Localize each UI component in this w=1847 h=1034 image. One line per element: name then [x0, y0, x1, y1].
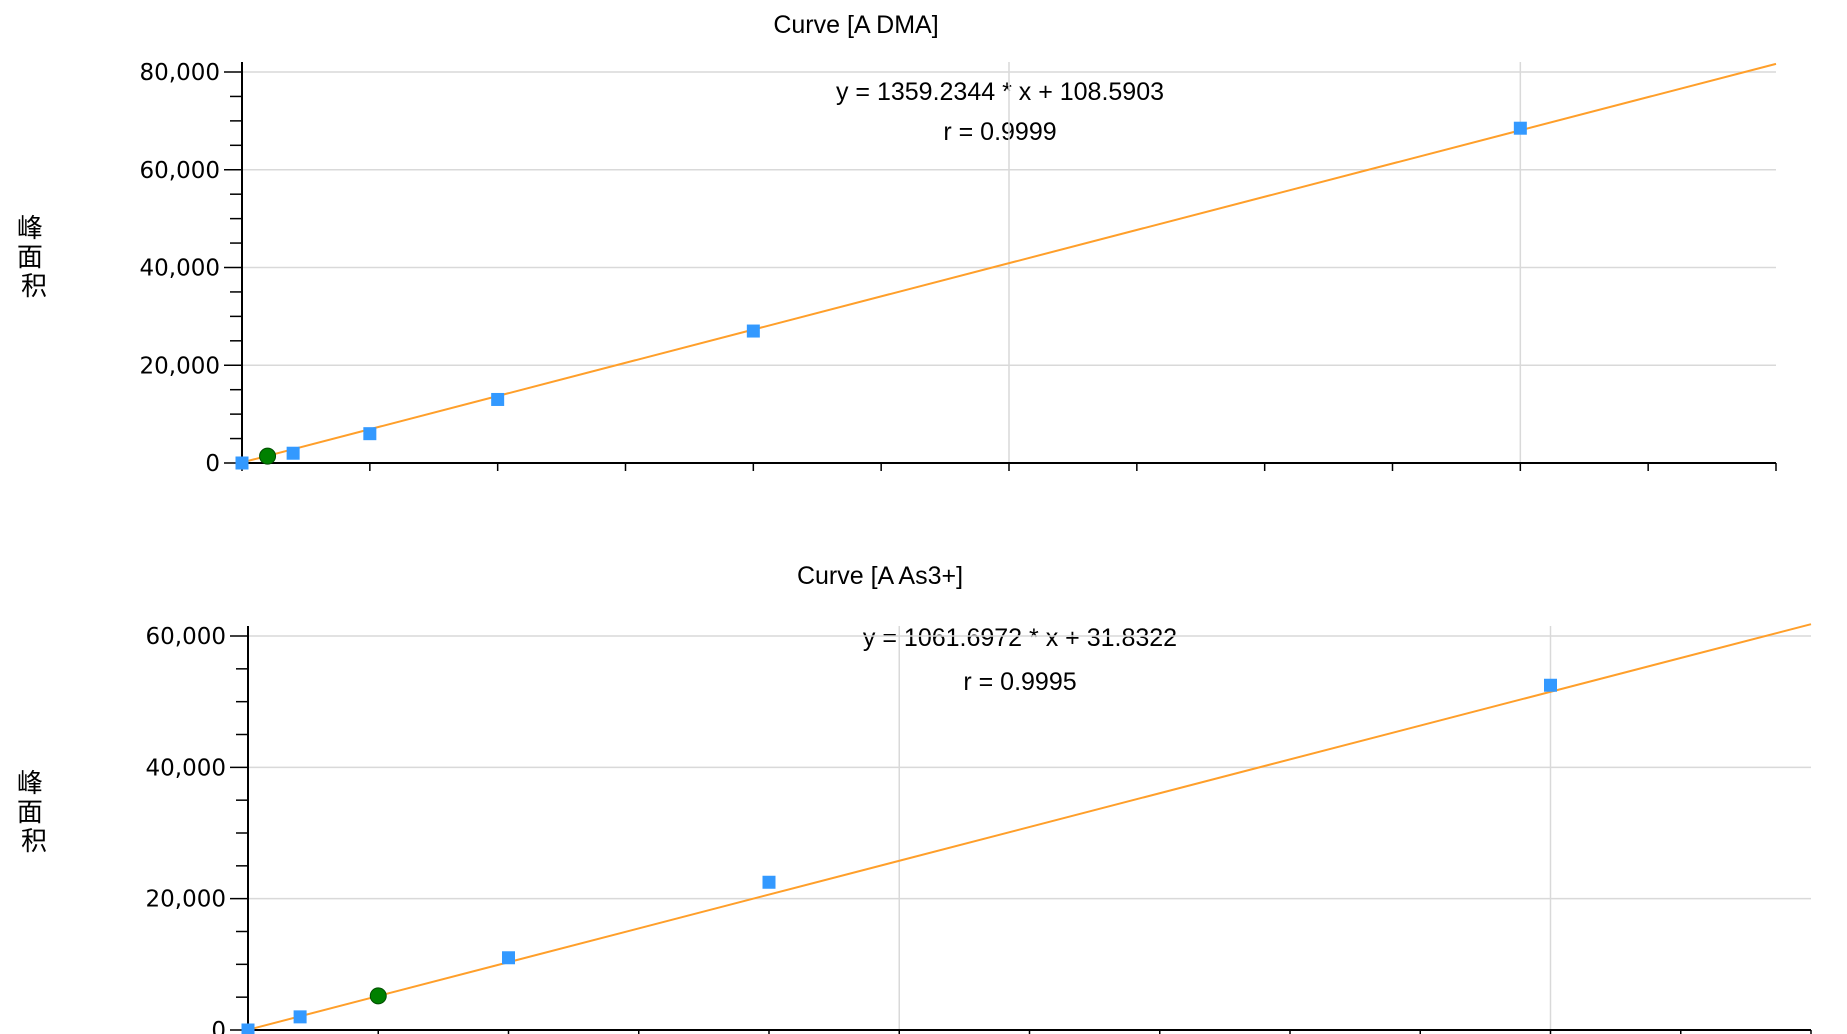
y-axis-label-char-2: 面: [17, 243, 43, 273]
y-tick-label: 20,000: [146, 887, 226, 913]
y-axis-label: 峰 面 积: [17, 214, 51, 302]
y-axis-label-char-3: 积: [21, 272, 47, 302]
y-tick-label: 40,000: [146, 755, 226, 781]
chart-dma: Curve [A DMA] y = 1359.2344 * x + 108.59…: [17, 11, 1777, 477]
y-tick-label: 0: [211, 1018, 226, 1034]
y-axis-label: 峰 面 积: [17, 769, 51, 857]
plot-area: 0 20,000 40,000 60,000 80,000: [140, 60, 1777, 477]
y-axis-label-char-2: 面: [17, 798, 43, 828]
sample-point: [259, 447, 277, 465]
calibration-point: [746, 324, 760, 338]
y-tick-label: 80,000: [140, 60, 220, 86]
calibration-point: [1513, 121, 1527, 135]
y-axis-label-char-1: 峰: [17, 214, 43, 244]
calibration-point: [241, 1023, 255, 1034]
y-tick-label: 60,000: [146, 624, 226, 650]
calibration-point: [363, 427, 377, 441]
correlation-coefficient: r = 0.9999: [943, 118, 1056, 146]
chart-title: Curve [A DMA]: [773, 11, 938, 39]
y-tick-label: 20,000: [140, 353, 220, 379]
chart-title: Curve [A As3+]: [797, 562, 963, 590]
calibration-point: [235, 456, 249, 470]
calibration-point: [502, 951, 515, 965]
chart-as3: Curve [A As3+] y = 1061.6972 * x + 31.83…: [17, 562, 1812, 1034]
plot-area: 0 20,000 40,000 60,000: [146, 623, 1812, 1034]
calibration-point: [286, 446, 300, 460]
calibration-point: [293, 1010, 307, 1024]
y-axis-label-char-3: 积: [21, 827, 47, 857]
calibration-point: [762, 875, 776, 889]
y-tick-label: 60,000: [140, 158, 220, 184]
calibration-point: [491, 392, 505, 406]
calibration-point: [1544, 678, 1557, 692]
y-tick-label: 0: [205, 451, 220, 477]
sample-point: [369, 987, 387, 1005]
y-axis-label-char-1: 峰: [17, 769, 43, 799]
fit-equation: y = 1061.6972 * x + 31.8322: [863, 624, 1177, 652]
fit-equation: y = 1359.2344 * x + 108.5903: [836, 78, 1164, 106]
correlation-coefficient: r = 0.9995: [963, 668, 1076, 696]
y-tick-label: 40,000: [140, 256, 220, 282]
